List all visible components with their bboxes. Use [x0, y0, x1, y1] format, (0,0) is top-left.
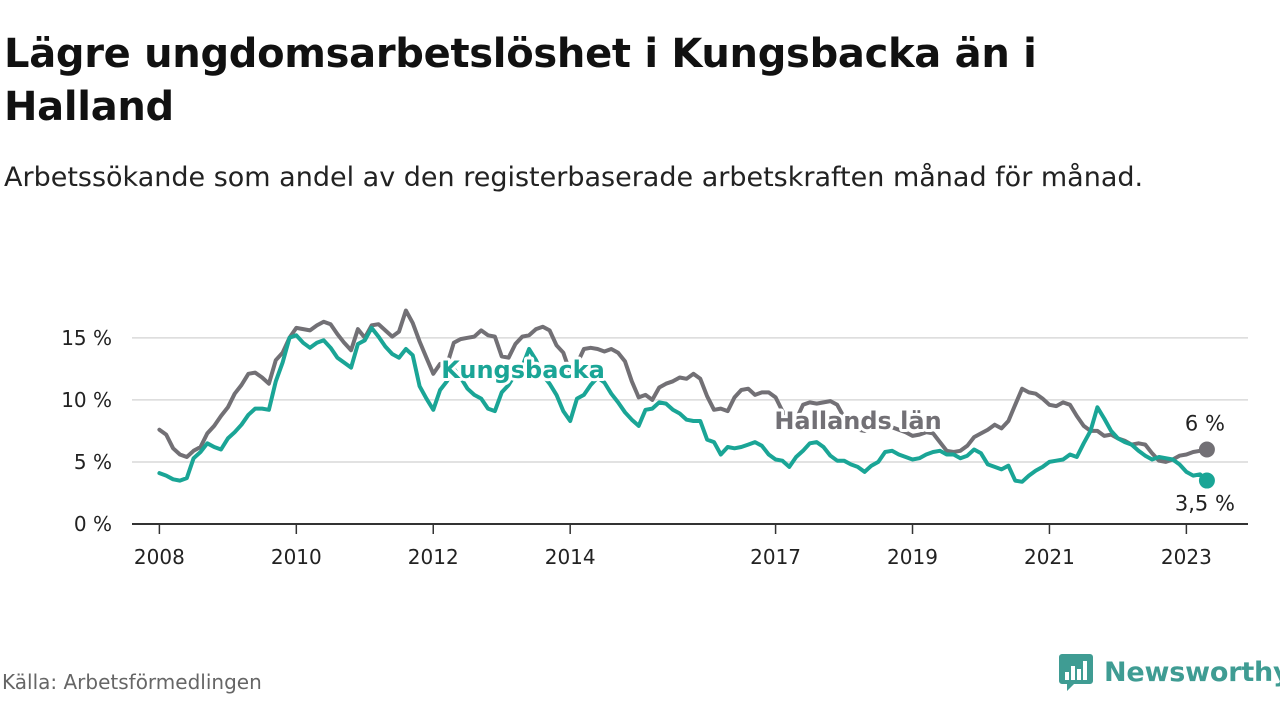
newsworthy-logo-icon	[1059, 654, 1093, 691]
y-tick-label-15: 15 %	[61, 326, 112, 350]
end-label-hallands-lan: 6 %	[1185, 412, 1225, 436]
brand-name: Newsworthy	[1104, 656, 1280, 688]
x-tick-label-2008: 2008	[134, 545, 185, 569]
x-tick-label-2019: 2019	[887, 545, 938, 569]
chart-subtitle: Arbetssökande som andel av den registerb…	[4, 162, 1144, 193]
source-note: Källa: Arbetsförmedlingen	[2, 670, 262, 694]
y-axis-ticks: 0 % 5 % 10 % 15 %	[61, 326, 112, 536]
x-tick-label-2023: 2023	[1161, 545, 1212, 569]
x-axis: 2008 2010 2012 2014 2017 2019 2021 2023	[132, 523, 1248, 569]
y-tick-label-5: 5 %	[74, 450, 112, 474]
series-labels: Hallands län Kungsbacka 6 % 3,5 %	[438, 353, 1238, 519]
x-tick-label-2014: 2014	[545, 545, 596, 569]
x-tick-label-2012: 2012	[408, 545, 459, 569]
brand-logo: Newsworthy	[1058, 652, 1280, 692]
x-tick-label-2021: 2021	[1024, 545, 1075, 569]
y-tick-label-0: 0 %	[74, 512, 112, 536]
grid-lines	[132, 337, 1248, 463]
series-label-hallands-lan: Hallands län	[774, 407, 941, 435]
x-tick-label-2017: 2017	[750, 545, 801, 569]
x-tick-label-2010: 2010	[271, 545, 322, 569]
chart-title: Lägre ungdomsarbetslöshet i Kungsbacka ä…	[4, 31, 1037, 130]
series-line-hallands-l-n	[157, 308, 1209, 464]
y-tick-label-10: 10 %	[61, 388, 112, 412]
series-end-point-kungsbacka	[1198, 472, 1215, 489]
series-label-kungsbacka: Kungsbacka	[441, 356, 605, 384]
series-lines	[157, 308, 1215, 489]
series-end-point-hallands-l-n	[1198, 441, 1215, 458]
series-line-kungsbacka	[157, 325, 1209, 484]
end-label-kungsbacka: 3,5 %	[1175, 492, 1235, 516]
